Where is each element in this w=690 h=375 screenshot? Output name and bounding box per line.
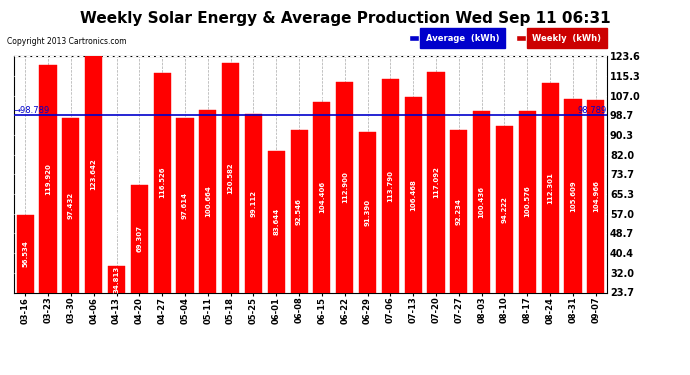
Bar xyxy=(268,151,285,292)
Bar xyxy=(496,126,513,292)
Text: 97.614: 97.614 xyxy=(182,192,188,219)
Text: 99.112: 99.112 xyxy=(250,190,257,217)
Text: 91.390: 91.390 xyxy=(364,199,371,226)
Text: 97.432: 97.432 xyxy=(68,192,74,219)
Bar xyxy=(313,102,331,292)
Text: 92.546: 92.546 xyxy=(296,198,302,225)
Bar xyxy=(177,118,193,292)
Text: 112.900: 112.900 xyxy=(342,171,348,203)
Bar xyxy=(404,97,422,292)
Text: →98.789: →98.789 xyxy=(14,106,50,115)
Bar xyxy=(587,100,604,292)
Bar xyxy=(519,111,536,292)
Text: 100.576: 100.576 xyxy=(524,186,531,218)
Text: 56.534: 56.534 xyxy=(22,240,28,267)
Bar xyxy=(290,130,308,292)
Bar xyxy=(564,99,582,292)
Bar xyxy=(222,63,239,292)
Text: 69.307: 69.307 xyxy=(137,225,142,252)
Bar xyxy=(108,266,125,292)
Legend: Average  (kWh), Weekly  (kWh): Average (kWh), Weekly (kWh) xyxy=(407,32,603,44)
Bar xyxy=(245,114,262,292)
Text: 116.526: 116.526 xyxy=(159,167,165,198)
Text: Copyright 2013 Cartronics.com: Copyright 2013 Cartronics.com xyxy=(7,38,126,46)
Text: 112.301: 112.301 xyxy=(547,172,553,204)
Text: 104.966: 104.966 xyxy=(593,180,599,212)
Text: 94.222: 94.222 xyxy=(502,196,508,222)
Text: 106.468: 106.468 xyxy=(410,179,416,211)
Bar xyxy=(473,111,490,292)
Text: 123.642: 123.642 xyxy=(90,159,97,190)
Bar xyxy=(542,83,559,292)
Bar xyxy=(382,80,399,292)
Text: 120.582: 120.582 xyxy=(228,162,234,194)
Bar xyxy=(359,132,376,292)
Text: Weekly Solar Energy & Average Production Wed Sep 11 06:31: Weekly Solar Energy & Average Production… xyxy=(79,11,611,26)
Bar xyxy=(336,81,353,292)
Text: 113.790: 113.790 xyxy=(387,170,393,202)
Bar xyxy=(85,56,102,292)
Text: 83.644: 83.644 xyxy=(273,208,279,235)
Text: 92.234: 92.234 xyxy=(456,198,462,225)
Text: 104.406: 104.406 xyxy=(319,181,325,213)
Text: 117.092: 117.092 xyxy=(433,166,439,198)
Bar xyxy=(451,130,467,292)
Bar xyxy=(131,184,148,292)
Bar xyxy=(17,215,34,292)
Text: 119.920: 119.920 xyxy=(45,163,51,195)
Text: 100.664: 100.664 xyxy=(205,186,211,218)
Text: 105.609: 105.609 xyxy=(570,180,576,212)
Bar xyxy=(154,73,170,292)
Bar xyxy=(428,72,444,292)
Bar xyxy=(62,118,79,292)
Bar xyxy=(39,65,57,292)
Text: 98.789: 98.789 xyxy=(578,106,607,115)
Text: 34.813: 34.813 xyxy=(113,266,119,293)
Bar xyxy=(199,111,217,292)
Text: 100.436: 100.436 xyxy=(479,186,484,218)
